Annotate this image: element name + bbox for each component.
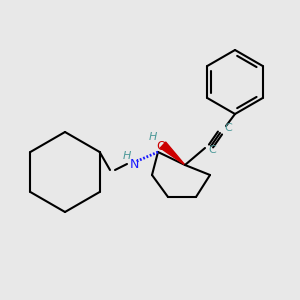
Text: C: C [208,145,216,155]
Text: C: C [224,123,232,133]
Text: H: H [149,132,157,142]
Polygon shape [160,142,185,165]
Text: H: H [123,151,131,161]
Text: N: N [129,158,139,170]
Text: O: O [156,140,166,152]
